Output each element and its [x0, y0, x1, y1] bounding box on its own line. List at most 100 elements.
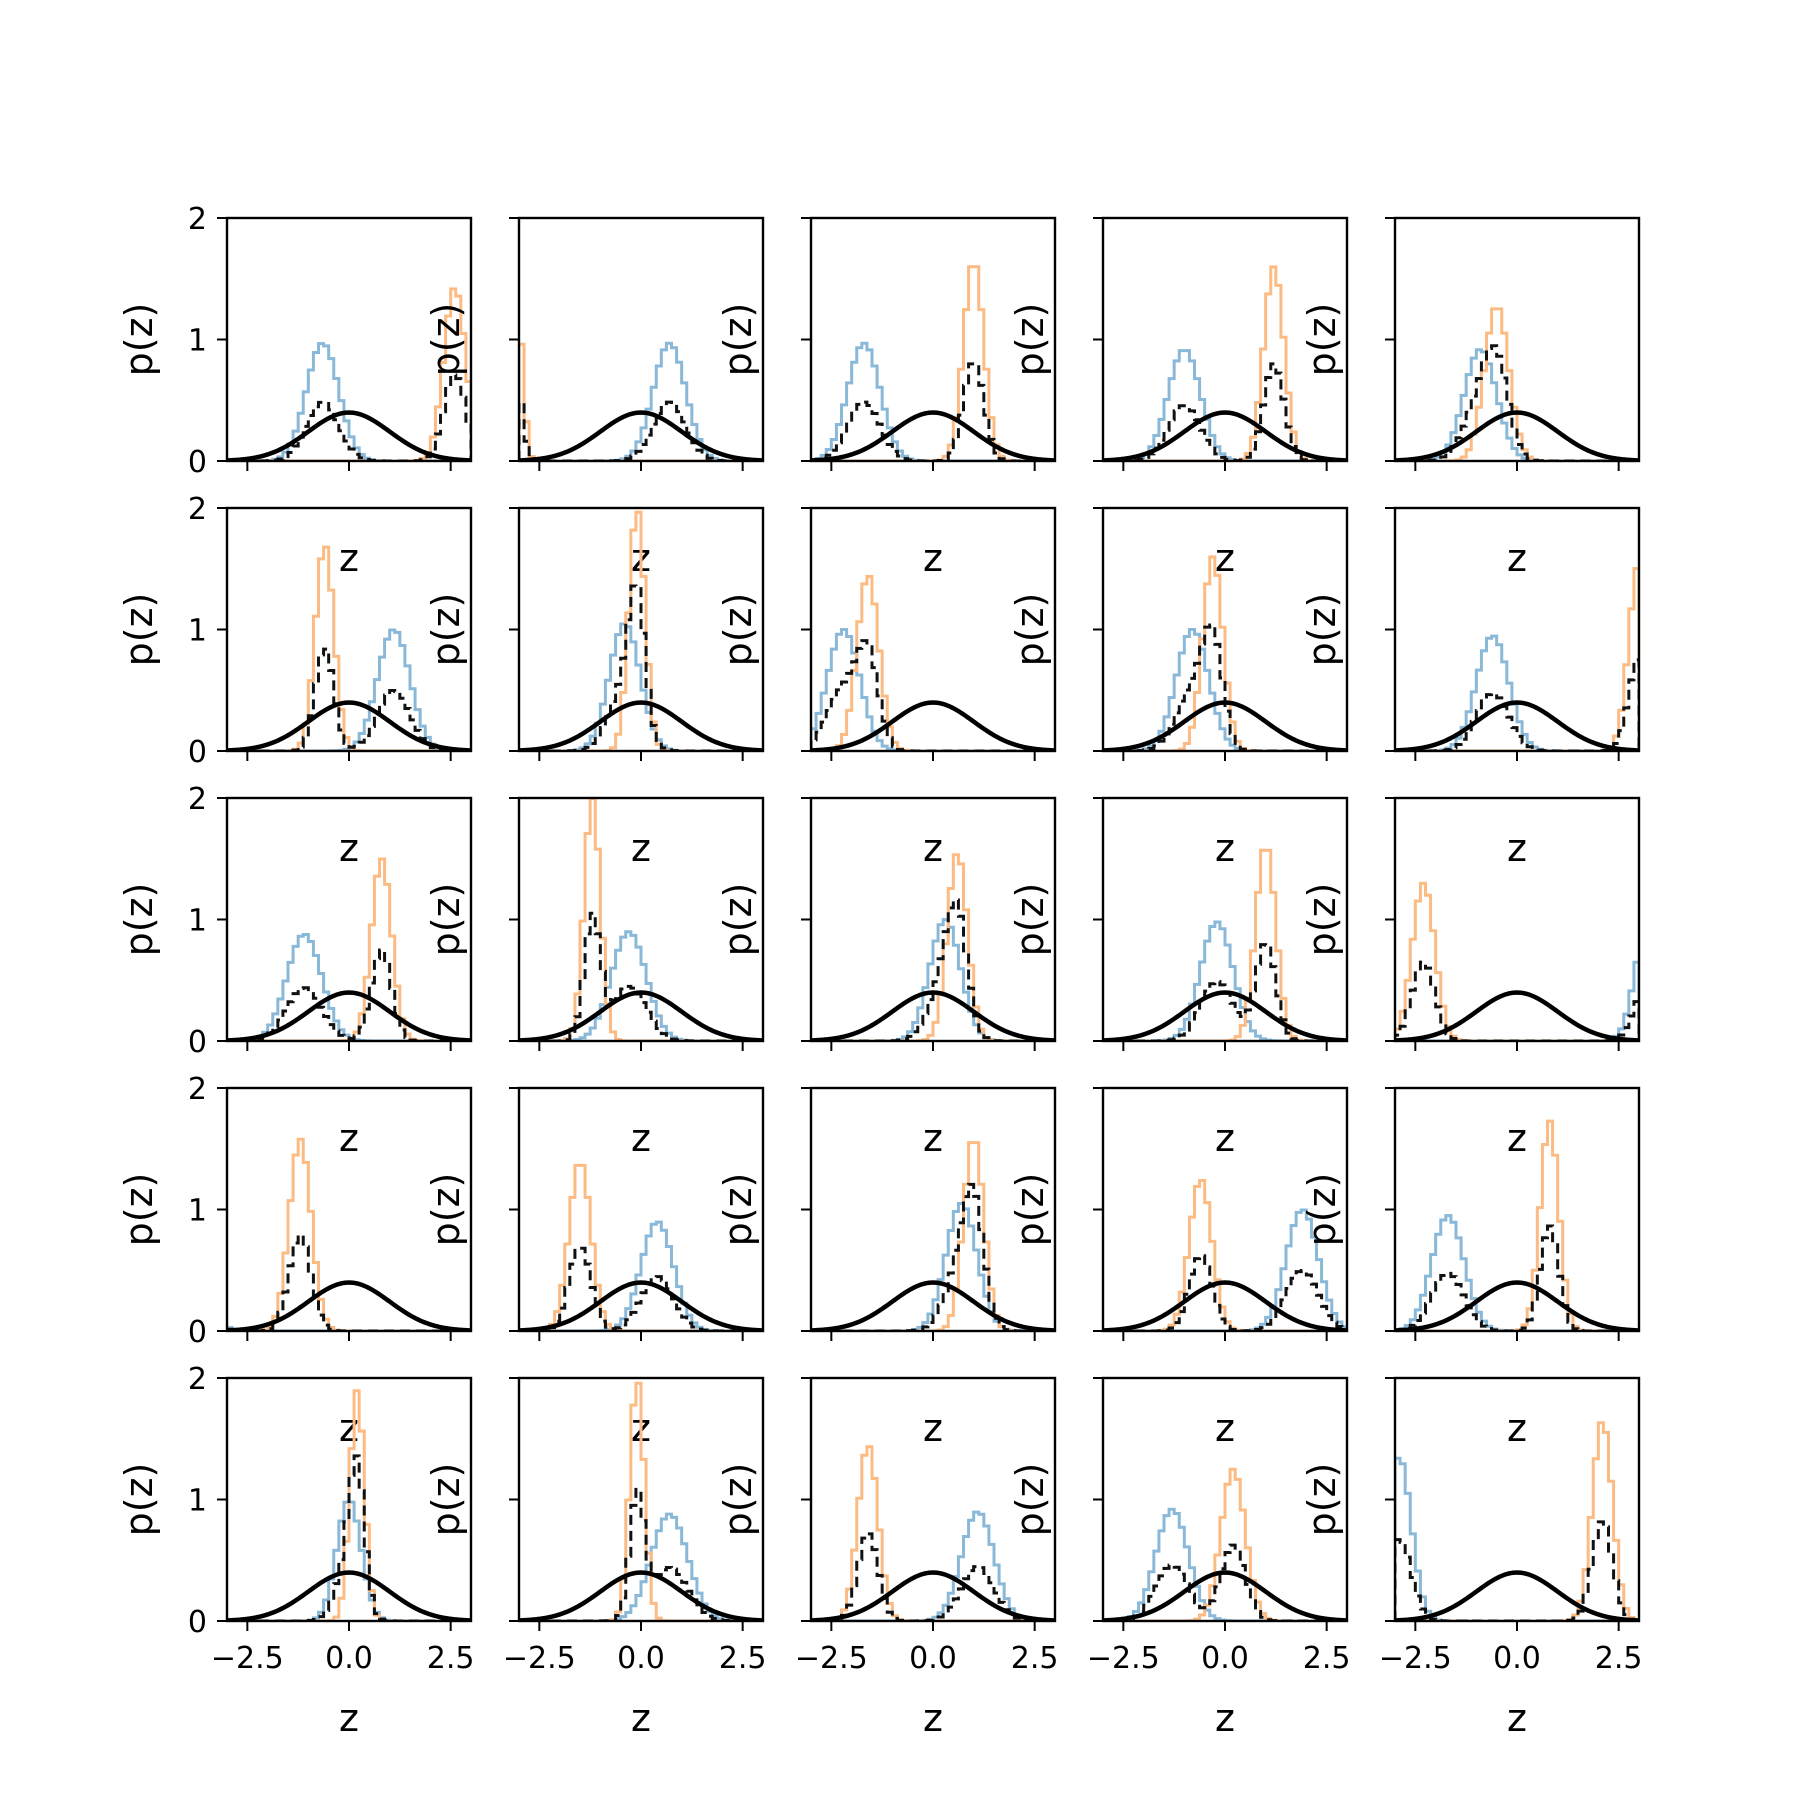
y-tick-label: 1	[188, 904, 207, 939]
x-axis-label: z	[631, 1116, 651, 1160]
subplot-2-4: z p(z)	[1300, 796, 1641, 1160]
x-tick-label: 2.5	[427, 1641, 475, 1676]
subplot-0-1: zp(z)	[424, 216, 765, 580]
subplot-1-1: z p(z)	[424, 506, 765, 870]
histogram-mixture	[811, 639, 1055, 751]
x-axis-label: z	[1215, 826, 1235, 870]
prior-density-line	[227, 700, 471, 751]
x-tick-label: 2.5	[1595, 1641, 1643, 1676]
y-tick-label: 1	[188, 1484, 207, 1519]
prior-density-line	[811, 700, 1055, 751]
x-tick-label: 2.5	[1303, 1641, 1351, 1676]
y-axis-label: p(z)	[1008, 883, 1052, 957]
x-axis-label: z	[923, 536, 943, 580]
y-tick-label: 2	[188, 202, 207, 237]
y-tick-label: 2	[188, 492, 207, 527]
histogram-component-b	[227, 1389, 471, 1621]
subplot-0-4: z p(z)	[1300, 216, 1641, 580]
subplot-3-1: z p(z)	[424, 1086, 765, 1450]
y-axis-label: p(z)	[424, 593, 468, 667]
y-tick-label: 1	[188, 614, 207, 649]
histogram-component-b	[519, 1381, 763, 1621]
prior-density-line	[519, 990, 763, 1041]
plot-area	[1395, 881, 1639, 1041]
x-axis-label: z	[923, 1696, 943, 1740]
prior-density-line	[1103, 410, 1347, 461]
y-axis-label: p(z)	[1008, 1463, 1052, 1537]
prior-density-line	[519, 1570, 763, 1621]
histogram-component-b	[1395, 881, 1639, 1041]
plot-area	[1395, 1421, 1639, 1621]
histogram-component-a	[1395, 634, 1639, 751]
prior-density-line	[811, 1280, 1055, 1331]
prior-density-line	[1395, 1570, 1639, 1621]
histogram-component-a	[1395, 1456, 1639, 1621]
y-tick-label: 0	[188, 1315, 207, 1350]
subplot-4-2: −2.5 0.0 2.5 z p(z)	[716, 1376, 1059, 1740]
histogram-component-b	[1395, 566, 1639, 751]
histogram-mixture	[1395, 960, 1639, 1041]
subplot-1-0: 0 1 2 z p(z)	[117, 492, 473, 870]
histogram-component-a	[1395, 348, 1639, 461]
x-tick-label: 0.0	[325, 1641, 373, 1676]
y-axis-label: p(z)	[424, 1173, 468, 1247]
histogram-mixture	[811, 1532, 1055, 1621]
prior-density-line	[227, 1570, 471, 1621]
subplot-2-2: z p(z)	[716, 796, 1057, 1160]
prior-density-line	[227, 410, 471, 461]
x-axis-label: z	[631, 1696, 651, 1740]
x-axis-label: z	[1507, 826, 1527, 870]
subplot-1-2: z p(z)	[716, 506, 1057, 870]
x-tick-label: −2.5	[1379, 1641, 1452, 1676]
prior-density-line	[519, 700, 763, 751]
subplot-2-3: z p(z)	[1008, 796, 1349, 1160]
prior-density-line	[1103, 700, 1347, 751]
x-axis-label: z	[1215, 1696, 1235, 1740]
x-tick-label: −2.5	[795, 1641, 868, 1676]
prior-density-line	[1395, 700, 1639, 751]
histogram-component-b	[227, 287, 471, 461]
x-axis-label: z	[1507, 1696, 1527, 1740]
prior-density-line	[811, 990, 1055, 1041]
x-axis-label: z	[631, 826, 651, 870]
y-axis-label: p(z)	[1008, 593, 1052, 667]
y-axis-label: p(z)	[1300, 883, 1344, 957]
subplot-4-4: −2.5 0.0 2.5 z p(z)	[1300, 1376, 1643, 1740]
histogram-mixture	[1395, 1224, 1639, 1331]
y-axis-label: p(z)	[1300, 303, 1344, 377]
histogram-mixture	[811, 898, 1055, 1041]
prior-density-line	[1395, 990, 1639, 1041]
y-axis-label: p(z)	[1008, 303, 1052, 377]
histogram-mixture	[1395, 344, 1639, 461]
y-axis-label: p(z)	[117, 1463, 161, 1537]
x-axis-label: z	[1215, 1116, 1235, 1160]
x-axis-label: z	[923, 1116, 943, 1160]
plot-area	[811, 1445, 1055, 1621]
histogram-component-b	[519, 510, 763, 751]
histogram-component-a	[1103, 1507, 1347, 1621]
x-tick-label: −2.5	[503, 1641, 576, 1676]
x-axis-label: z	[339, 1696, 359, 1740]
x-axis-label: z	[1507, 1116, 1527, 1160]
histogram-component-a	[1395, 960, 1639, 1041]
subplot-3-4: z p(z)	[1300, 1086, 1641, 1450]
histogram-mixture	[519, 1246, 763, 1331]
histogram-mixture	[227, 1454, 471, 1621]
y-tick-label: 2	[188, 782, 207, 817]
x-tick-label: −2.5	[1087, 1641, 1160, 1676]
y-axis-label: p(z)	[424, 883, 468, 957]
y-axis-label: p(z)	[716, 593, 760, 667]
prior-density-line	[1395, 410, 1639, 461]
x-axis-label: z	[339, 1406, 359, 1450]
subplot-2-1: z p(z)	[424, 796, 765, 1160]
plot-area	[1395, 307, 1639, 461]
prior-density-line	[227, 1280, 471, 1331]
histogram-mixture	[811, 1182, 1055, 1331]
prior-density-line	[227, 990, 471, 1041]
y-axis-label: p(z)	[424, 1463, 468, 1537]
subplot-1-3: z p(z)	[1008, 506, 1349, 870]
y-axis-label: p(z)	[716, 883, 760, 957]
prior-density-line	[811, 410, 1055, 461]
histogram-component-b	[519, 1163, 763, 1331]
x-tick-label: 2.5	[719, 1641, 767, 1676]
